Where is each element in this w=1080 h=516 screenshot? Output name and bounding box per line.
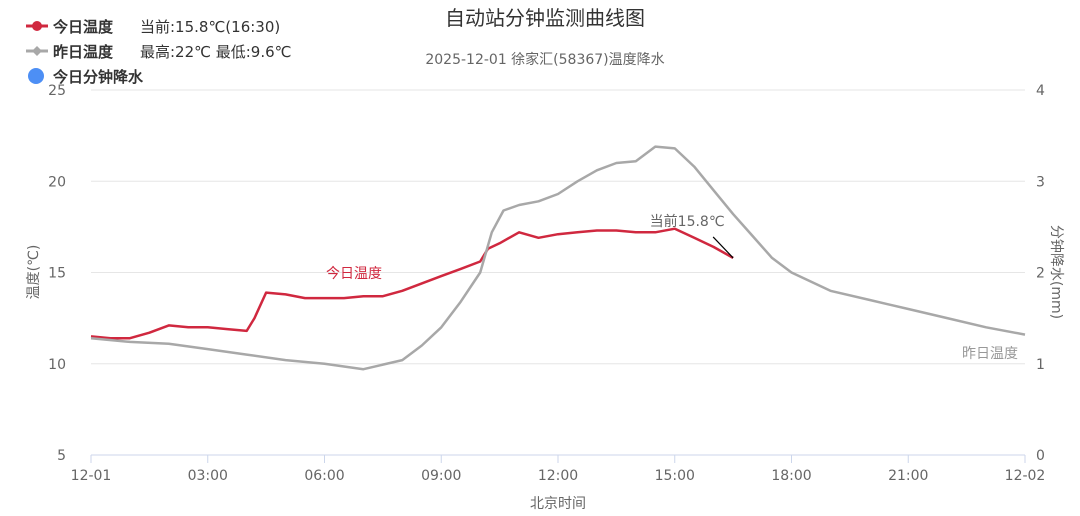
x-tick-label: 12:00 — [538, 468, 578, 484]
series-line-0 — [90, 227, 734, 340]
x-tick-label: 18:00 — [771, 468, 811, 484]
legend-name: 今日分钟降水 — [52, 68, 144, 86]
legend-name: 昨日温度 — [53, 43, 114, 61]
x-tick-label: 15:00 — [655, 468, 695, 484]
annotation-leader — [712, 236, 734, 259]
x-tick-label: 09:00 — [421, 468, 461, 484]
y-tick-label: 5 — [57, 448, 66, 464]
y2-tick-label: 3 — [1036, 174, 1045, 190]
legend-item-0[interactable]: 今日温度 当前:15.8℃(16:30) — [26, 18, 280, 36]
series-label-today: 今日温度 — [326, 266, 382, 282]
legend-name: 今日温度 — [52, 18, 114, 36]
y2-axis-label: 分钟降水(mm) — [1048, 225, 1065, 319]
chart-title: 自动站分钟监测曲线图 — [445, 6, 645, 30]
chart-subtitle: 2025-12-01 徐家汇(58367)温度降水 — [425, 51, 664, 68]
legend-item-1[interactable]: 昨日温度 最高:22℃ 最低:9.6℃ — [26, 43, 292, 61]
legend-note: 最高:22℃ 最低:9.6℃ — [140, 43, 292, 61]
x-tick-label: 12-01 — [71, 468, 112, 484]
y-tick-label: 25 — [48, 83, 66, 99]
legend-item-2[interactable]: 今日分钟降水 — [28, 68, 144, 86]
y2-tick-label: 0 — [1036, 448, 1045, 464]
series-line-1 — [90, 145, 1026, 371]
legend-diamond-marker-icon — [32, 46, 42, 56]
y2-tick-label: 2 — [1036, 266, 1045, 282]
x-axis-label: 北京时间 — [530, 496, 586, 512]
y-axis-label: 温度(℃) — [26, 245, 42, 300]
x-tick-label: 12-02 — [1005, 468, 1046, 484]
legend-circle-marker-icon — [32, 21, 42, 31]
y-tick-label: 20 — [48, 174, 66, 190]
x-tick-label: 03:00 — [188, 468, 228, 484]
legend-note: 当前:15.8℃(16:30) — [140, 18, 280, 36]
y2-tick-label: 1 — [1036, 357, 1045, 373]
legend-circle-icon — [28, 68, 44, 84]
y-tick-label: 10 — [48, 357, 66, 373]
series-label-yesterday: 昨日温度 — [962, 346, 1018, 362]
x-tick-label: 06:00 — [304, 468, 344, 484]
annotation-label: 当前15.8℃ — [650, 213, 725, 230]
y-tick-label: 15 — [48, 266, 66, 282]
x-tick-label: 21:00 — [888, 468, 928, 484]
y2-tick-label: 4 — [1036, 83, 1045, 99]
